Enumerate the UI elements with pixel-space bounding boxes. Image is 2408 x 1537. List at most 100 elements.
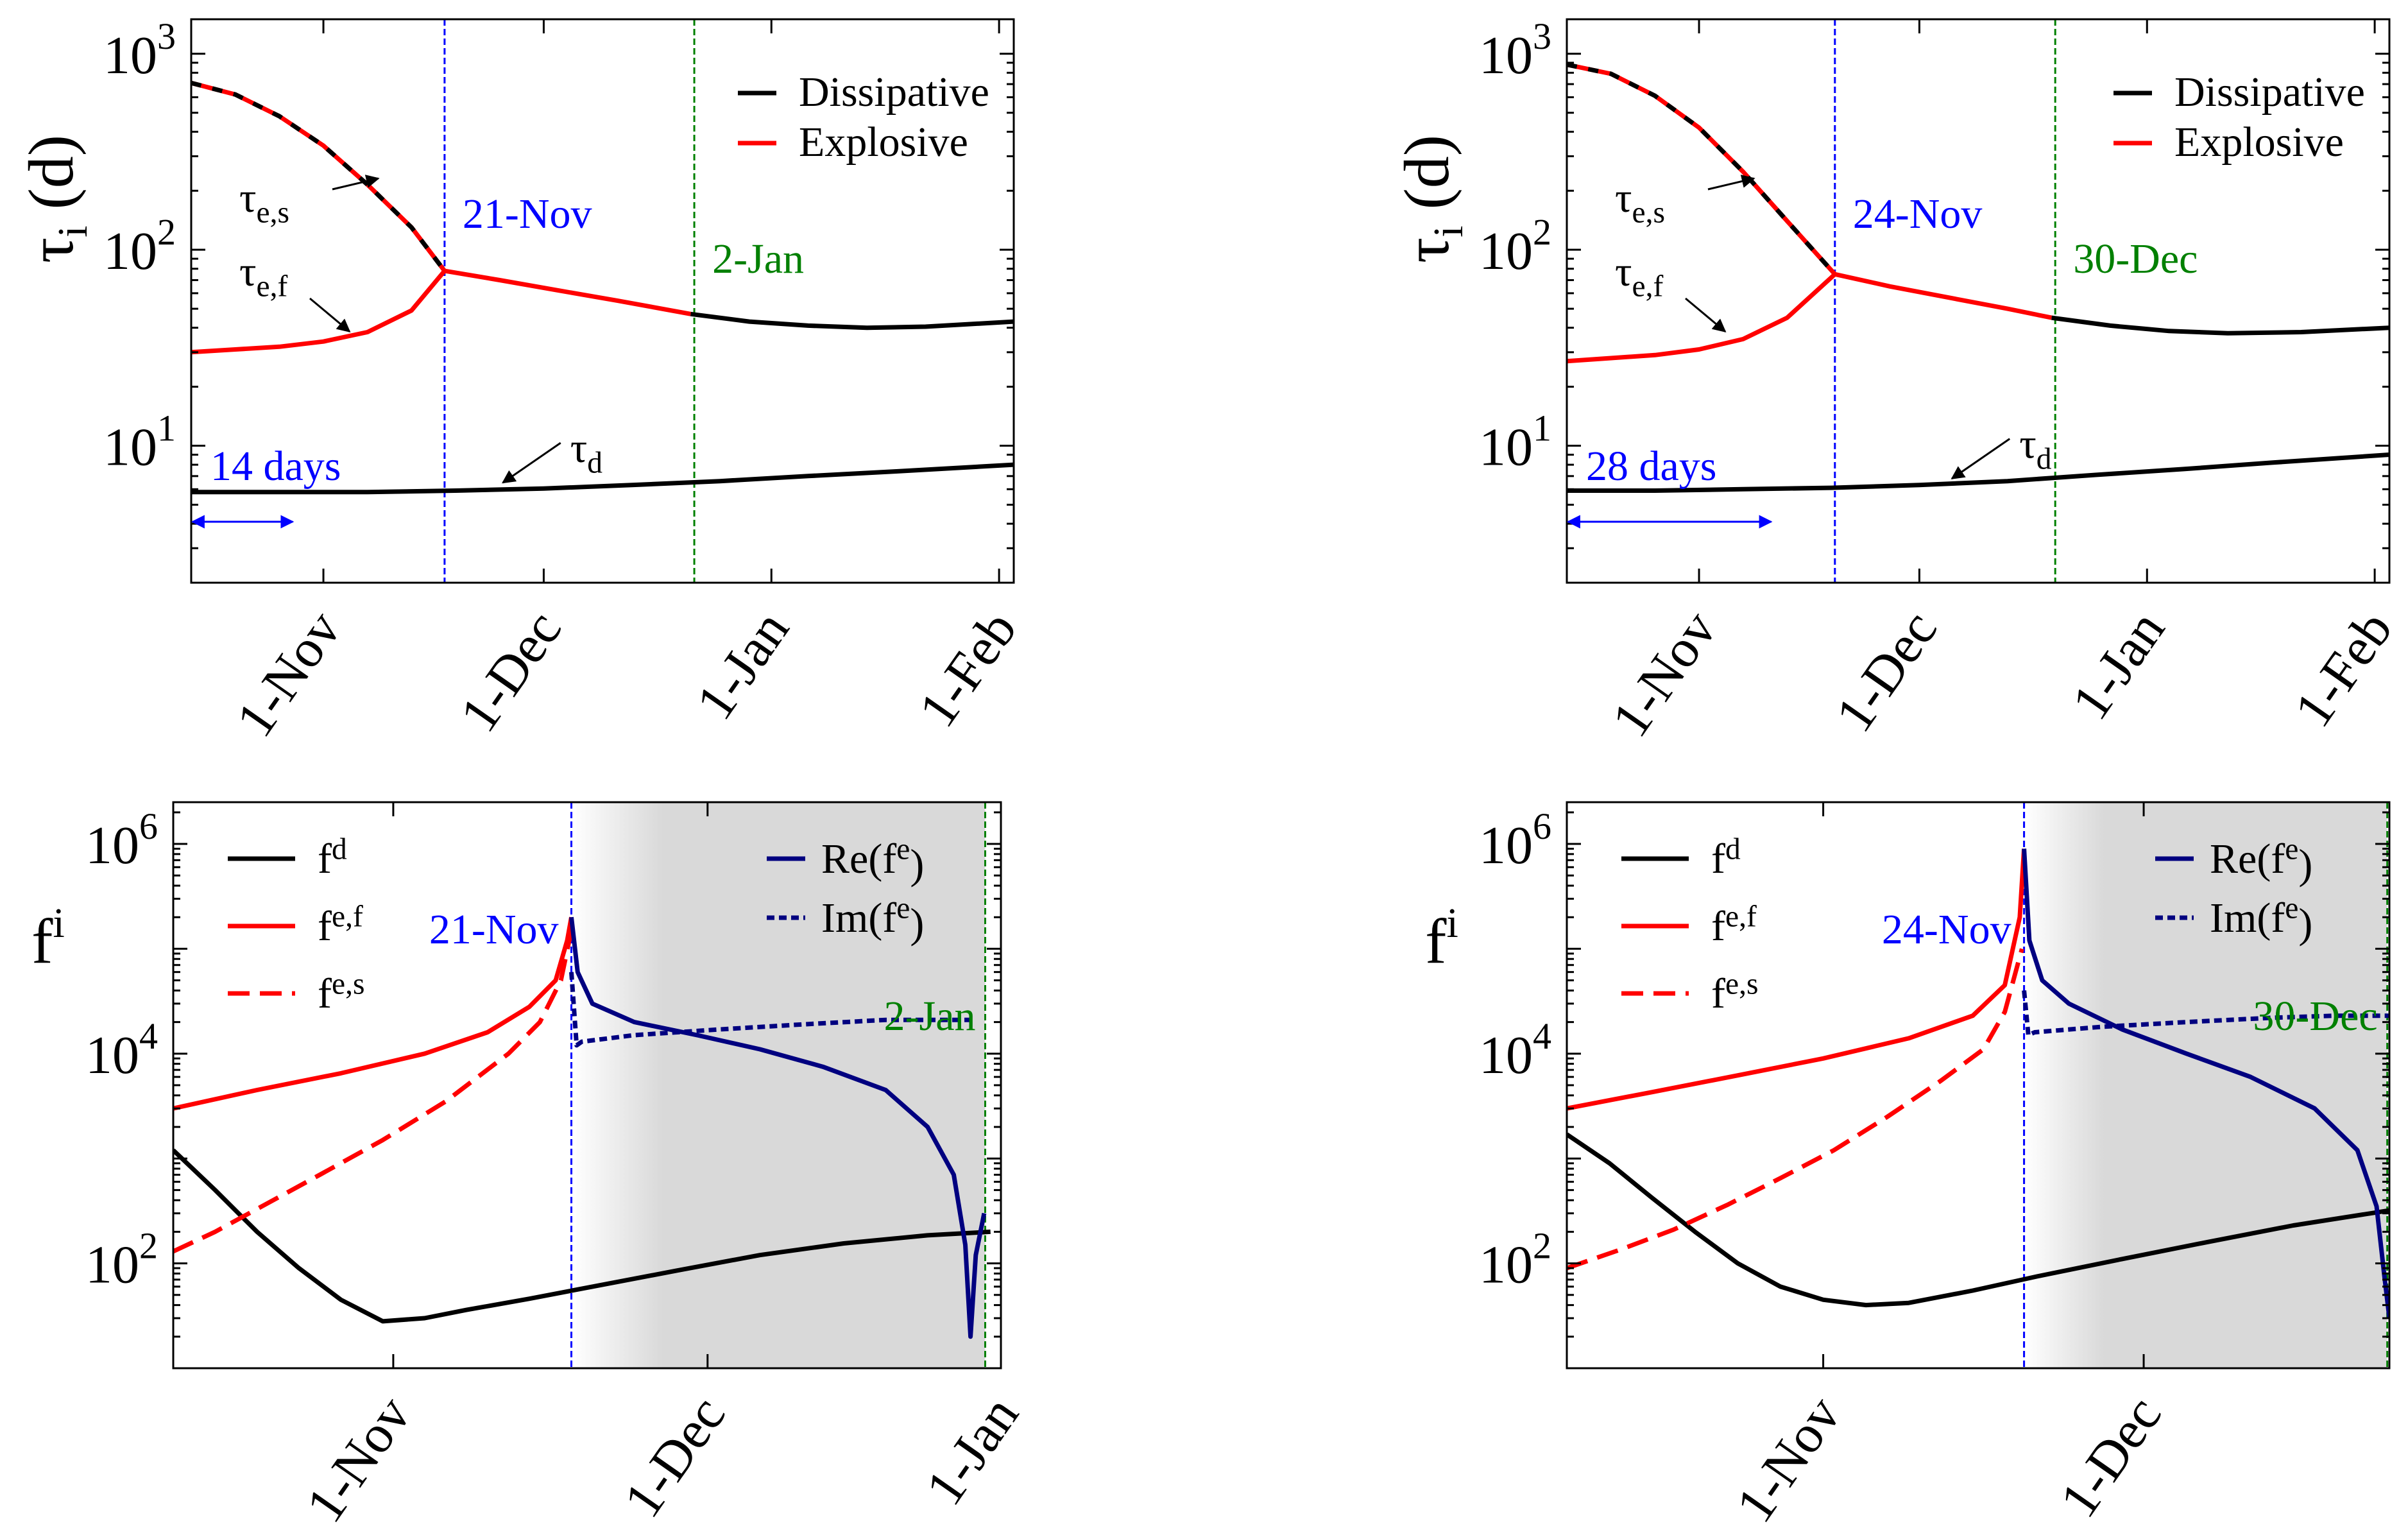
annotation-arrow	[502, 442, 561, 484]
legend-label: fe,f	[318, 900, 363, 950]
vline-label: 21-Nov	[463, 191, 592, 237]
series-overlay-0	[191, 80, 447, 273]
series-line-1	[1567, 272, 1837, 364]
legend-label: Explosive	[2174, 119, 2344, 166]
series-line-4	[2022, 990, 2389, 1038]
legend-label: fe,s	[318, 968, 364, 1017]
x-tick-label: 1-Dec	[1824, 601, 1949, 743]
annotation-tau-es: τe,s	[239, 175, 289, 230]
series-line-2	[1834, 271, 2053, 320]
series-line-4	[569, 972, 969, 1048]
series-line-4	[191, 462, 1014, 495]
y-tick-label: 101	[103, 408, 176, 477]
series-line-3	[2022, 848, 2389, 1319]
series-group	[1567, 62, 2389, 493]
series-group	[1567, 848, 2389, 1319]
annotation-tau-ef: τe,f	[239, 248, 287, 304]
series-line-2	[173, 929, 574, 1254]
series-line-0	[173, 1148, 991, 1324]
series-line-2	[444, 268, 692, 316]
vline-label: 2-Jan	[884, 993, 976, 1040]
series-line-0	[1567, 62, 1837, 276]
legend-label: fd	[318, 833, 347, 882]
annotation-arrow	[1707, 175, 1755, 191]
shaded-region	[571, 802, 986, 1368]
annotation-arrow	[309, 297, 351, 333]
series-line-1	[1567, 848, 2027, 1111]
panel-br: 102 104 106 1-Nov 1-Dec fi 24-Nov 30-Dec fd fe,f f…	[1425, 801, 2391, 1533]
x-tick-label: 1-Nov	[225, 601, 352, 748]
legend-label: Dissipative	[799, 69, 989, 116]
vline-label: 2-Jan	[712, 236, 804, 282]
x-tick-label: 1-Dec	[448, 601, 573, 743]
span-label: 14 days	[210, 443, 341, 490]
series-line-0	[1567, 1132, 2389, 1308]
legend-label: fd	[1711, 833, 1741, 882]
vline-label: 24-Nov	[1882, 906, 2011, 953]
y-tick-label: 104	[1479, 1015, 1551, 1085]
shaded-region	[2024, 802, 2387, 1368]
y-tick-label: 103	[103, 15, 176, 85]
y-tick-label: 101	[1479, 408, 1551, 477]
y-tick-label: 103	[1479, 15, 1551, 85]
legend-label: fe,f	[1711, 900, 1757, 950]
legend-label: Re(fe)	[821, 833, 924, 888]
series-line-1	[173, 916, 574, 1111]
vline-label: 21-Nov	[429, 906, 559, 953]
annotation-arrow	[332, 175, 380, 191]
y-tick-label: 106	[1479, 805, 1551, 875]
plot-frame	[1566, 18, 2391, 584]
annotation-arrow	[1685, 297, 1727, 333]
y-axis-label: fi	[31, 900, 65, 977]
series-line-2	[1567, 948, 2024, 1271]
x-tick-label: 1-Nov	[1725, 1386, 1852, 1533]
series-group	[191, 80, 1014, 495]
x-tick-label: 1-Nov	[1600, 601, 1728, 748]
annotation-tau-es: τe,s	[1615, 175, 1665, 230]
x-tick-label: 1-Jan	[2060, 601, 2176, 730]
x-tick-label: 1-Jan	[685, 601, 801, 730]
series-line-0	[191, 80, 447, 273]
legend-label: Im(fe)	[821, 892, 924, 947]
y-tick-label: 104	[85, 1015, 158, 1085]
y-tick-label: 102	[85, 1225, 158, 1295]
y-axis-label: τi (d)	[1391, 135, 1472, 263]
panel-tl: 101 102 103 1-Nov 1-Dec 1-Jan 1-Feb τi (d) 21-No…	[15, 15, 1029, 748]
annotation-arrow	[1951, 438, 2011, 479]
series-line-3	[690, 311, 1014, 331]
legend-label: Explosive	[799, 119, 968, 166]
vline-label: 30-Dec	[2073, 236, 2198, 282]
series-line-3	[2051, 315, 2389, 336]
legend-label: Re(fe)	[2210, 833, 2312, 888]
y-axis-label: τi (d)	[15, 135, 96, 263]
x-tick-label: 1-Jan	[914, 1386, 1030, 1516]
panel-tr: 101 102 103 1-Nov 1-Dec 1-Jan 1-Feb τi (d) 24-No…	[1391, 15, 2404, 748]
y-tick-label: 102	[103, 211, 176, 281]
y-tick-label: 102	[1479, 1225, 1551, 1295]
legend-label: Im(fe)	[2210, 892, 2312, 947]
panel-bl: 102 104 106 1-Nov 1-Dec 1-Jan fi 21-Nov 2-Jan fd f…	[31, 801, 1030, 1533]
series-line-3	[569, 916, 987, 1339]
vline-label: 30-Dec	[2253, 993, 2377, 1040]
x-tick-label: 1-Dec	[612, 1386, 737, 1528]
annotation-tau-d: τd	[570, 425, 603, 480]
legend-label: Dissipative	[2174, 69, 2365, 116]
annotation-tau-d: τd	[2019, 421, 2052, 476]
span-label: 28 days	[1586, 443, 1716, 490]
legend-label: fe,s	[1711, 968, 1758, 1017]
y-axis-label: fi	[1425, 900, 1458, 977]
series-line-4	[1567, 452, 2389, 493]
vline-label: 24-Nov	[1853, 191, 1983, 237]
x-tick-label: 1-Feb	[907, 601, 1029, 738]
x-tick-label: 1-Nov	[295, 1386, 422, 1533]
annotation-tau-ef: τe,f	[1615, 248, 1663, 304]
series-overlay-0	[1567, 62, 1837, 276]
x-tick-label: 1-Feb	[2283, 601, 2404, 738]
plot-frame	[190, 18, 1015, 584]
x-tick-label: 1-Dec	[2049, 1386, 2173, 1528]
y-tick-label: 106	[85, 805, 158, 875]
y-tick-label: 102	[1479, 211, 1551, 281]
series-group	[173, 916, 991, 1339]
series-line-1	[191, 269, 447, 355]
